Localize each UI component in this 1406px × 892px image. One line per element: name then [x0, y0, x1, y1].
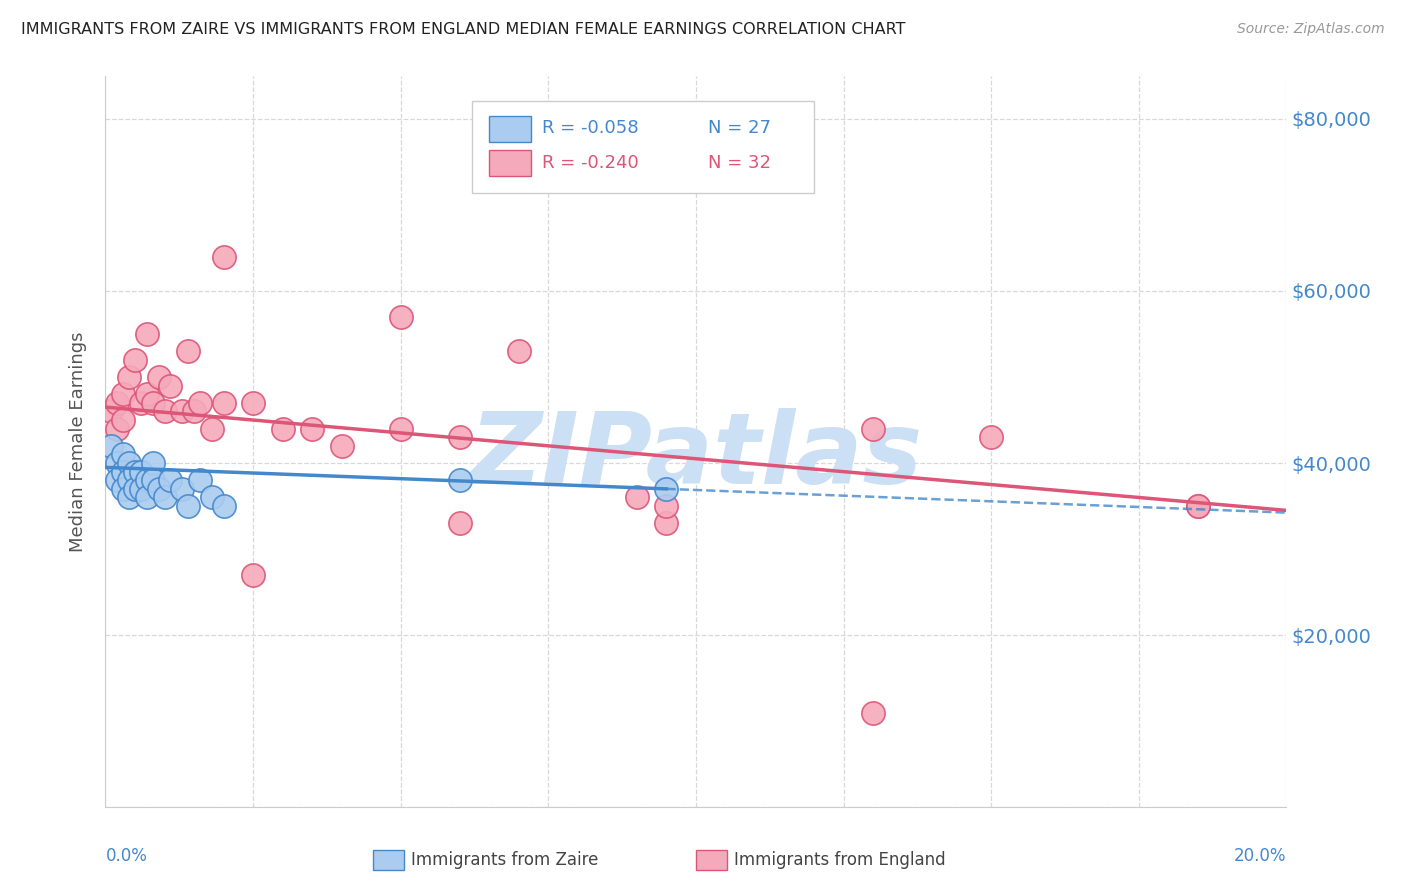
Point	[118, 456, 141, 470]
Point	[242, 568, 264, 582]
Text: IMMIGRANTS FROM ZAIRE VS IMMIGRANTS FROM ENGLAND MEDIAN FEMALE EARNINGS CORRELAT: IMMIGRANTS FROM ZAIRE VS IMMIGRANTS FROM…	[21, 22, 905, 37]
Point	[449, 516, 471, 531]
Point	[188, 473, 211, 487]
Point	[183, 404, 205, 418]
Point	[112, 387, 135, 401]
Point	[135, 387, 157, 401]
Point	[118, 473, 141, 487]
Point	[389, 422, 412, 436]
Text: Immigrants from Zaire: Immigrants from Zaire	[411, 851, 598, 869]
FancyBboxPatch shape	[489, 151, 530, 176]
Point	[201, 422, 224, 436]
Point	[118, 491, 141, 505]
Point	[177, 499, 200, 513]
Text: R = -0.240: R = -0.240	[543, 153, 640, 172]
Point	[100, 439, 122, 453]
Point	[129, 465, 152, 479]
Point	[626, 491, 648, 505]
Point	[112, 447, 135, 461]
Point	[124, 482, 146, 496]
Point	[100, 404, 122, 418]
Point	[124, 465, 146, 479]
Point	[105, 456, 128, 470]
Point	[980, 430, 1002, 444]
Point	[148, 482, 170, 496]
Point	[242, 396, 264, 410]
Point	[159, 378, 181, 392]
Point	[105, 473, 128, 487]
Text: 20.0%: 20.0%	[1234, 847, 1286, 865]
Text: R = -0.058: R = -0.058	[543, 120, 640, 137]
Point	[159, 473, 181, 487]
Point	[655, 482, 678, 496]
Point	[105, 396, 128, 410]
Point	[135, 326, 157, 341]
Point	[142, 456, 165, 470]
Point	[118, 370, 141, 384]
Point	[142, 473, 165, 487]
Point	[112, 482, 135, 496]
Point	[112, 465, 135, 479]
Point	[129, 396, 152, 410]
FancyBboxPatch shape	[471, 102, 814, 193]
Point	[153, 404, 176, 418]
Point	[655, 516, 678, 531]
Point	[172, 482, 194, 496]
Point	[129, 482, 152, 496]
Point	[135, 473, 157, 487]
Point	[271, 422, 294, 436]
Text: N = 27: N = 27	[707, 120, 770, 137]
Point	[1187, 499, 1209, 513]
Point	[212, 499, 235, 513]
FancyBboxPatch shape	[489, 116, 530, 142]
Point	[124, 352, 146, 367]
Point	[148, 370, 170, 384]
Point	[142, 396, 165, 410]
Point	[201, 491, 224, 505]
Point	[508, 344, 530, 359]
Point	[330, 439, 353, 453]
Point	[153, 491, 176, 505]
Point	[188, 396, 211, 410]
Point	[862, 422, 884, 436]
Text: Source: ZipAtlas.com: Source: ZipAtlas.com	[1237, 22, 1385, 37]
Point	[655, 499, 678, 513]
Point	[105, 422, 128, 436]
Text: 0.0%: 0.0%	[105, 847, 148, 865]
Text: N = 32: N = 32	[707, 153, 770, 172]
Point	[449, 430, 471, 444]
Point	[389, 310, 412, 324]
Text: Immigrants from England: Immigrants from England	[734, 851, 946, 869]
Point	[112, 413, 135, 427]
Point	[212, 396, 235, 410]
Y-axis label: Median Female Earnings: Median Female Earnings	[69, 331, 87, 552]
Point	[135, 491, 157, 505]
Point	[212, 250, 235, 264]
Point	[301, 422, 323, 436]
Point	[177, 344, 200, 359]
Text: ZIPatlas: ZIPatlas	[470, 408, 922, 505]
Point	[862, 706, 884, 720]
Point	[172, 404, 194, 418]
Point	[1187, 499, 1209, 513]
Point	[449, 473, 471, 487]
